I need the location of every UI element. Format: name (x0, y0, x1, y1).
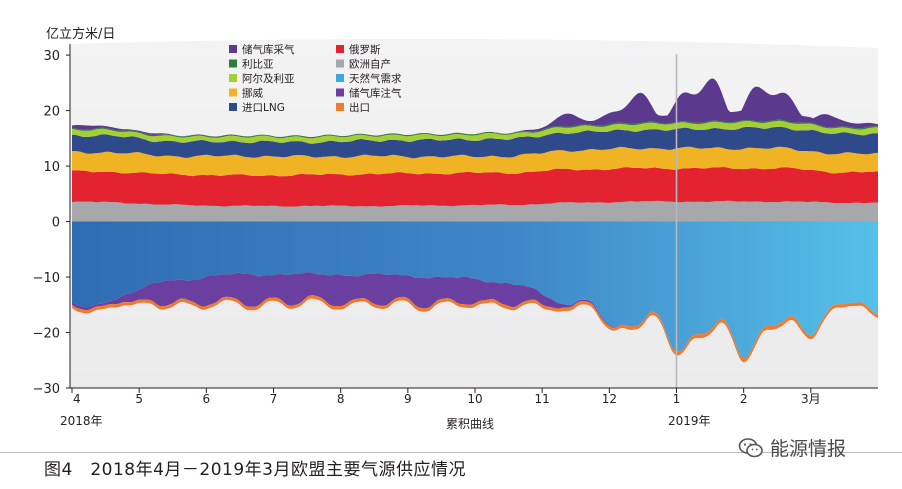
legend-label: 俄罗斯 (349, 43, 381, 56)
y-tick-label: 10 (43, 160, 60, 175)
legend-swatch (229, 45, 237, 53)
legend-label: 进口LNG (242, 102, 285, 114)
x-tick-label: 4 (73, 392, 81, 406)
area-e587bae58fa3 (72, 295, 878, 363)
y-axis-label: 亿立方米/日 (46, 26, 115, 42)
legend-label: 挪威 (242, 87, 263, 100)
year-label-2019: 2019年 (668, 414, 711, 428)
legend-label: 储气库采气 (242, 43, 295, 56)
legend-swatch (336, 45, 344, 53)
wechat-icon (738, 437, 763, 457)
area-e588a9e6af94e4ba9a (72, 119, 878, 139)
legend-swatch (229, 88, 237, 97)
legend-label: 利比亚 (242, 58, 274, 71)
x-tick-label: 10 (467, 392, 482, 406)
x-tick-label: 2 (740, 392, 748, 406)
legend-swatch (336, 59, 344, 68)
y-tick-label: 0 (52, 216, 60, 231)
y-tick-label: −30 (33, 382, 60, 397)
area-e582a8e6b094e5ba93e98787e6b094 (72, 78, 878, 137)
legend-swatch (229, 59, 237, 68)
year-label-2018: 2018年 (60, 414, 103, 428)
x-tick-label: 5 (135, 392, 143, 406)
legend-label: 储气库注气 (349, 87, 402, 100)
watermark: 能源情报 (738, 434, 846, 461)
legend-label: 天然气需求 (349, 72, 402, 85)
y-tick-label: 20 (43, 105, 60, 120)
x-tick-label: 1 (673, 392, 681, 406)
x-axis-label: 累积曲线 (446, 417, 494, 431)
caption-divider (0, 452, 902, 453)
x-tick-label: 12 (602, 392, 617, 406)
legend-swatch (336, 74, 344, 82)
legend-label: 出口 (349, 101, 370, 114)
legend-swatch (229, 74, 237, 82)
x-tick-label: 7 (270, 392, 278, 406)
x-tick-label: 9 (404, 392, 412, 406)
y-tick-label: 30 (43, 49, 60, 64)
figure-caption: 图4 2018年4月－2019年3月欧盟主要气源供应情况 (44, 460, 466, 480)
y-tick-label: −10 (33, 271, 60, 286)
x-tick-label: 8 (337, 392, 345, 406)
area-e582a8e6b094e5ba93e6b3a8e6b094 (72, 272, 878, 359)
x-tick-label: 11 (535, 392, 550, 406)
legend-swatch (336, 103, 344, 111)
y-tick-label: −20 (33, 327, 60, 342)
x-tick-label: 3月 (801, 392, 821, 406)
legend-swatch (229, 103, 237, 111)
x-tick-label: 6 (203, 392, 211, 406)
legend-swatch (336, 88, 344, 97)
watermark-text: 能源情报 (770, 438, 847, 460)
legend-label: 阿尔及利亚 (242, 72, 295, 85)
legend-label: 欧洲自产 (349, 58, 391, 71)
